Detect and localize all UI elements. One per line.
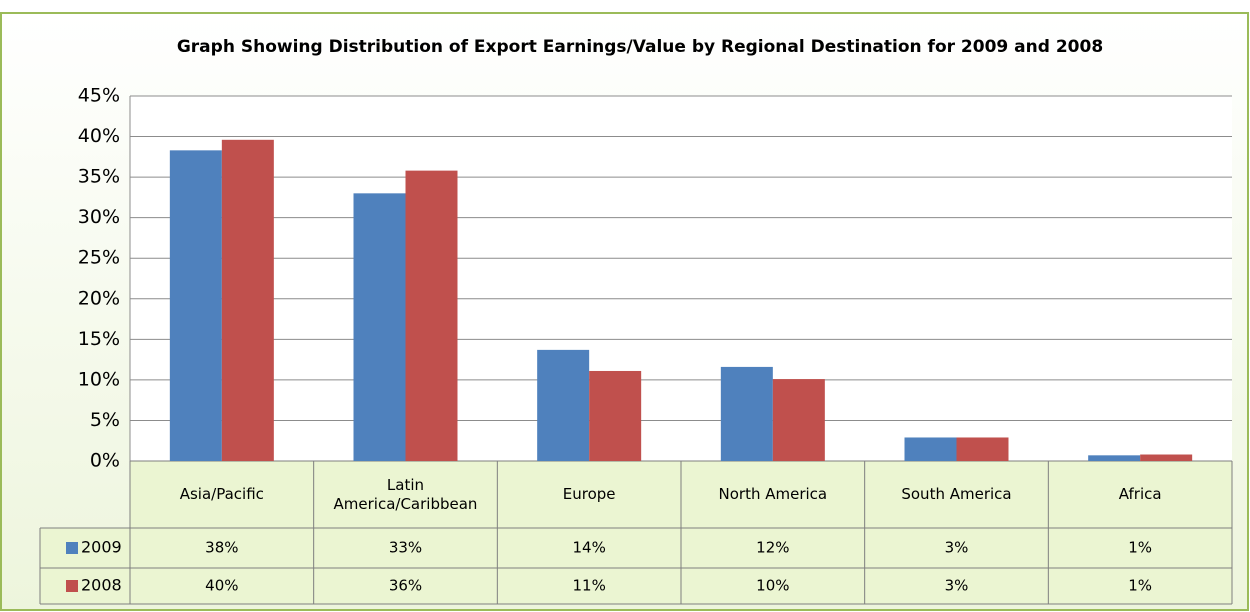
x-tick-cell: North America xyxy=(718,485,828,503)
bar xyxy=(1088,455,1141,461)
legend-swatch xyxy=(66,542,78,554)
table-value: 12% xyxy=(756,539,789,557)
x-tick-cell: Asia/Pacific xyxy=(179,485,264,503)
chart-title: Graph Showing Distribution of Export Ear… xyxy=(177,37,1103,57)
plot-area xyxy=(130,96,1232,461)
bar xyxy=(1140,454,1193,461)
table-value: 40% xyxy=(205,577,238,595)
table-value: 14% xyxy=(572,539,605,557)
x-tick-label: Latin America/Caribbean xyxy=(333,475,478,513)
data-table-bg xyxy=(40,528,1232,604)
bar xyxy=(353,193,406,462)
y-tick-label: 25% xyxy=(78,247,120,269)
legend-swatch xyxy=(66,580,78,592)
table-value: 3% xyxy=(945,577,969,595)
bar xyxy=(720,366,773,461)
legend-label: 2008 xyxy=(81,576,122,595)
table-value: 33% xyxy=(389,539,422,557)
bar xyxy=(772,379,825,461)
bar xyxy=(169,150,222,461)
bar xyxy=(537,349,590,461)
y-tick-label: 0% xyxy=(90,450,120,472)
x-tick-label: Europe xyxy=(562,485,616,503)
x-tick-cell: Latin America/Caribbean xyxy=(333,475,478,513)
x-tick-cell: South America xyxy=(901,485,1012,503)
x-tick-label: Asia/Pacific xyxy=(179,485,264,503)
y-tick-label: 10% xyxy=(78,368,120,390)
y-tick-label: 5% xyxy=(90,409,120,431)
legend-label: 2009 xyxy=(81,538,122,557)
x-tick-label: North America xyxy=(718,485,828,503)
y-tick-label: 30% xyxy=(78,206,120,228)
table-value: 36% xyxy=(389,577,422,595)
table-value: 1% xyxy=(1128,539,1152,557)
y-tick-label: 20% xyxy=(78,287,120,309)
bar xyxy=(405,170,458,461)
bar xyxy=(956,437,1009,461)
y-tick-label: 45% xyxy=(78,85,120,107)
y-tick-label: 40% xyxy=(78,125,120,147)
bar xyxy=(221,139,274,462)
table-value: 3% xyxy=(945,539,969,557)
x-tick-label: Africa xyxy=(1118,485,1162,503)
bar xyxy=(589,370,642,461)
x-tick-cell: Africa xyxy=(1118,485,1162,503)
table-value: 1% xyxy=(1128,577,1152,595)
x-tick-cell: Europe xyxy=(562,485,616,503)
y-tick-label: 15% xyxy=(78,328,120,350)
x-tick-label: South America xyxy=(901,485,1012,503)
table-value: 11% xyxy=(572,577,605,595)
bar xyxy=(904,437,957,461)
y-tick-label: 35% xyxy=(78,166,120,188)
table-value: 38% xyxy=(205,539,238,557)
table-value: 10% xyxy=(756,577,789,595)
